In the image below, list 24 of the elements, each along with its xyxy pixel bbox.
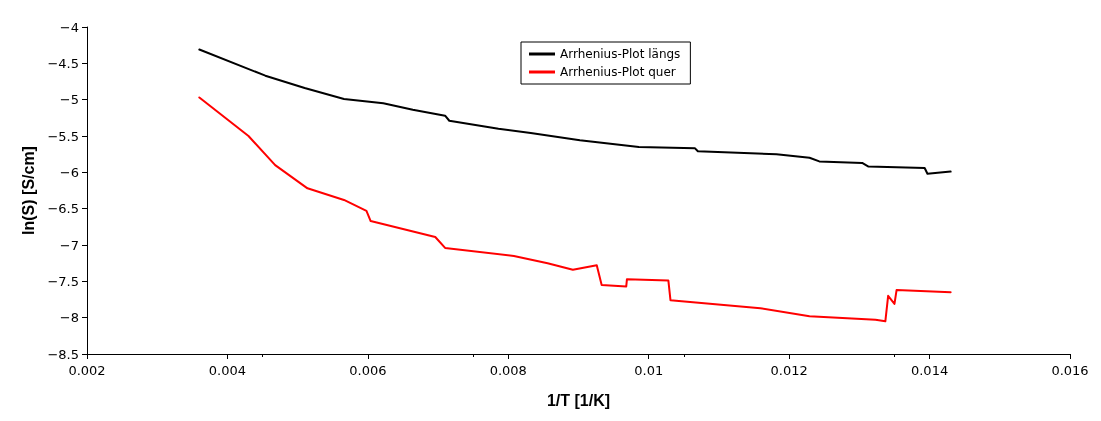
y-tick-label: −7	[59, 237, 79, 253]
y-tick-label: −6	[59, 164, 79, 180]
y-axis-title: ln(S) [S/cm]	[20, 146, 38, 235]
y-tick-label: −4.5	[47, 55, 79, 71]
x-tick-label: 0.014	[910, 363, 949, 378]
legend-label: Arrhenius-Plot quer	[560, 65, 676, 79]
y-tick-label: −6.5	[47, 201, 79, 217]
y-tick-label: −4	[59, 19, 79, 35]
x-axis-title: 1/T [1/K]	[546, 391, 611, 409]
y-tick-label: −5	[59, 92, 79, 108]
x-tick-label: 0.004	[208, 363, 247, 378]
x-tick-label: 0.01	[634, 363, 664, 378]
legend-label: Arrhenius-Plot längs	[560, 47, 681, 61]
y-tick-label: −7.5	[47, 273, 79, 289]
y-tick-label: −8.5	[47, 346, 79, 362]
x-tick-label: 0.012	[770, 363, 808, 378]
line-series	[198, 96, 952, 323]
y-tick-label: −8	[59, 310, 79, 326]
y-tick-label: −5.5	[47, 128, 79, 144]
x-tick-label: 0.008	[489, 363, 527, 378]
x-tick-label: 0.002	[68, 363, 106, 378]
x-tick-label: 0.006	[349, 363, 387, 378]
line-series	[198, 48, 952, 175]
x-tick-label: 0.016	[1051, 363, 1089, 378]
